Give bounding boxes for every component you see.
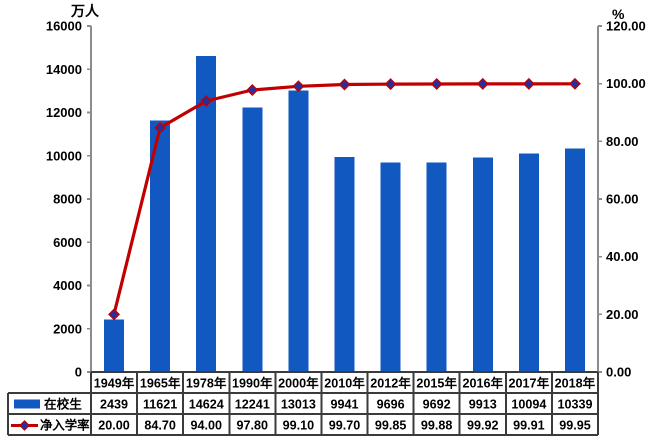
left-axis-tick-label: 4000 [53, 278, 82, 293]
left-axis-tick-label: 12000 [46, 105, 82, 120]
table-cell-value: 9696 [377, 398, 405, 412]
bar [518, 153, 539, 372]
diamond-marker [200, 94, 213, 107]
year-label: 2018年 [555, 376, 596, 391]
diamond-marker [246, 84, 259, 96]
table-cell-value: 9913 [469, 398, 497, 412]
year-label: 1978年 [186, 376, 227, 391]
line-markers [108, 77, 581, 321]
table-cell-value: 99.10 [283, 419, 315, 433]
diamond-marker [430, 78, 443, 91]
bar [472, 157, 493, 372]
left-axis-tick-label: 0 [75, 365, 82, 380]
table-cell-value: 12241 [235, 398, 270, 412]
table-cell-value: 14624 [189, 398, 224, 412]
bar [426, 162, 447, 372]
left-axis-tick-label: 2000 [53, 321, 82, 336]
table-cell-value: 9941 [330, 398, 358, 412]
diamond-marker [522, 77, 535, 90]
year-label: 2015年 [416, 376, 457, 391]
table-cell-value: 94.00 [190, 419, 222, 433]
bar-series [104, 55, 585, 372]
diamond-marker [384, 78, 397, 91]
year-label: 2016年 [462, 376, 503, 391]
line-legend-marker [19, 420, 30, 431]
table-cell-value: 20.00 [98, 419, 130, 433]
table-header-row: 1949年 1965年 1978年 1990年 2000年 2010年 2012年 2015年… [94, 376, 596, 391]
left-axis-tick-label: 6000 [53, 235, 82, 250]
bar [564, 148, 585, 372]
year-label: 1990年 [232, 376, 273, 391]
line-legend-label: 净入学率 [40, 418, 90, 433]
table-cell-value: 99.88 [421, 419, 453, 433]
bar [242, 107, 263, 372]
left-axis-tick-label: 10000 [46, 148, 82, 163]
year-label: 2012年 [370, 376, 411, 391]
left-axis-ticks: 0 2000 4000 6000 8000 10000 12000 14000 16000 [46, 19, 91, 380]
table-cell-value: 99.70 [329, 419, 361, 433]
table-cell-value: 13013 [281, 398, 316, 412]
table-cell-value: 99.91 [513, 419, 545, 433]
table-data-row: 2439 11621 14624 12241 13013 9941 9696 9692 9913… [100, 398, 592, 412]
right-axis-unit-label: % [612, 6, 625, 22]
bar [334, 157, 355, 372]
table-cell-value: 10094 [511, 398, 546, 412]
left-axis-tick-label: 16000 [46, 19, 82, 34]
year-label: 2017年 [509, 376, 550, 391]
table-cell-value: 99.85 [375, 419, 407, 433]
bar [288, 90, 309, 372]
table-cell-value: 99.95 [559, 419, 591, 433]
diamond-marker [292, 80, 305, 93]
table-data-row: 20.00 84.70 94.00 97.80 99.10 99.70 99.85 99.88… [98, 419, 590, 433]
bar [104, 319, 125, 372]
table-cell-value: 11621 [143, 398, 177, 412]
bar-legend-label: 在校生 [44, 397, 82, 412]
bar [380, 162, 401, 372]
right-axis-tick-label: 40.00 [606, 249, 639, 264]
bar [150, 120, 171, 372]
diamond-marker [476, 77, 489, 90]
table-cell-value: 10339 [557, 398, 592, 412]
table-cell-value: 84.70 [144, 419, 176, 433]
right-axis-tick-label: 60.00 [606, 192, 639, 207]
diamond-marker [568, 77, 581, 90]
diamond-marker [108, 308, 121, 321]
left-axis-tick-label: 8000 [53, 192, 82, 207]
table-cell-value: 97.80 [237, 419, 269, 433]
left-axis-tick-label: 14000 [46, 62, 82, 77]
bar [196, 55, 217, 372]
year-label: 2010年 [324, 376, 365, 391]
right-axis-tick-label: 20.00 [606, 307, 639, 322]
diamond-marker [154, 121, 167, 134]
right-axis-tick-label: 80.00 [606, 134, 639, 149]
right-axis-tick-label: 0.00 [606, 365, 631, 380]
right-axis-tick-label: 100.00 [606, 76, 646, 91]
year-label: 1965年 [140, 376, 181, 391]
data-table-grid [7, 371, 599, 436]
year-label: 1949年 [94, 376, 135, 391]
table-cell-value: 99.92 [467, 419, 499, 433]
diamond-marker [338, 78, 351, 91]
table-cell-value: 9692 [423, 398, 451, 412]
left-axis-unit-label: 万人 [71, 3, 99, 19]
table-cell-value: 2439 [100, 398, 128, 412]
bar-legend-swatch [14, 399, 40, 409]
right-axis-tick-label: 120.00 [606, 19, 646, 34]
year-label: 2000年 [278, 376, 319, 391]
right-axis-ticks: 0.00 20.00 40.00 60.00 80.00 100.00 120.00 [598, 19, 646, 380]
